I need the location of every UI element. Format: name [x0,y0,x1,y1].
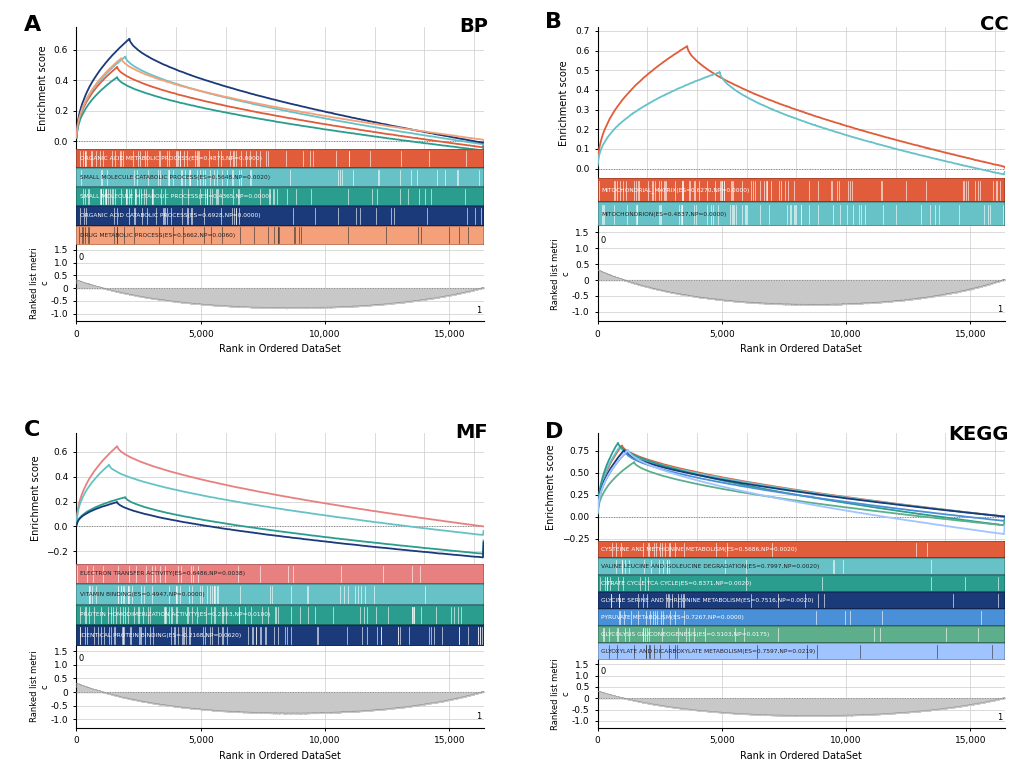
Bar [597,643,1004,660]
Text: GLYOXYLATE AND DICARBOXYLATE METABOLISM(ES=0.7597,NP=0.0219): GLYOXYLATE AND DICARBOXYLATE METABOLISM(… [601,649,815,654]
Text: B: B [544,12,561,32]
Bar [76,206,483,226]
Text: KEGG: KEGG [948,424,1008,444]
Bar [597,609,1004,626]
Bar [76,564,483,584]
Text: 1: 1 [476,712,481,721]
Text: C: C [23,420,40,440]
Bar [76,168,483,187]
Text: SMALL MOLECULE CATABOLIC PROCESS(ES=0.5648,NP=0.0020): SMALL MOLECULE CATABOLIC PROCESS(ES=0.56… [81,175,270,180]
Y-axis label: Enrichment score: Enrichment score [38,45,48,131]
Bar [597,179,1004,203]
Bar [597,541,1004,558]
Y-axis label: Enrichment score: Enrichment score [31,456,41,541]
Bar [597,575,1004,592]
X-axis label: Rank in Ordered DataSet: Rank in Ordered DataSet [740,344,861,354]
X-axis label: Rank in Ordered DataSet: Rank in Ordered DataSet [740,751,861,761]
Bar [76,187,483,206]
Text: 1: 1 [996,305,1002,314]
Text: ELECTRON TRANSFER ACTIVITY(ES=0.6486,NP=0.0038): ELECTRON TRANSFER ACTIVITY(ES=0.6486,NP=… [81,571,246,577]
Y-axis label: Ranked list metri
c: Ranked list metri c [30,651,49,722]
Text: D: D [544,423,562,443]
Y-axis label: Enrichment score: Enrichment score [545,444,555,530]
Text: A: A [23,15,41,35]
Text: ORGANIC ACID CATABOLIC PROCESS(ES=0.6928,NP=0.0000): ORGANIC ACID CATABOLIC PROCESS(ES=0.6928… [81,213,261,219]
Text: 1: 1 [996,713,1002,722]
Text: 0: 0 [78,654,85,663]
Bar [76,226,483,245]
Y-axis label: Ranked list metri
c: Ranked list metri c [30,247,49,319]
Bar [76,604,483,625]
Y-axis label: Ranked list metri
c: Ranked list metri c [550,238,570,310]
Bar [76,584,483,604]
Text: VITAMIN BINDING(ES=0.4947,NP=0.0000): VITAMIN BINDING(ES=0.4947,NP=0.0000) [81,592,205,597]
Text: IDENTICAL PROTEIN BINDING(ES=-0.2168,NP=0.0620): IDENTICAL PROTEIN BINDING(ES=-0.2168,NP=… [81,633,242,638]
Text: 1: 1 [476,306,481,316]
Text: 0: 0 [599,236,604,245]
Bar [76,149,483,168]
Text: VALINE LEUCINE AND ISOLEUCINE DEGRADATION(ES=0.7997,NP=0.0020): VALINE LEUCINE AND ISOLEUCINE DEGRADATIO… [601,564,819,569]
Text: MITOCHONDRIAL_MATRIX(ES=0.6270,NP=0.0000): MITOCHONDRIAL_MATRIX(ES=0.6270,NP=0.0000… [601,188,749,193]
Y-axis label: Enrichment score: Enrichment score [558,60,569,146]
Text: 0: 0 [599,667,604,676]
Text: GLYCOLYSIS GLUCONEOGENESIS(ES=0.5103,NP=0.0175): GLYCOLYSIS GLUCONEOGENESIS(ES=0.5103,NP=… [601,632,769,637]
X-axis label: Rank in Ordered DataSet: Rank in Ordered DataSet [219,751,340,761]
Text: PYRUVATE METABOLISM(ES=0.7267,NP=0.0000): PYRUVATE METABOLISM(ES=0.7267,NP=0.0000) [601,615,744,620]
Text: GLYCINE SERINE AND THREONINE METABOLISM(ES=0.7516,NP=0.0020): GLYCINE SERINE AND THREONINE METABOLISM(… [601,598,813,603]
Bar [597,592,1004,609]
Text: MF: MF [454,423,487,442]
Text: DRUG METABOLIC PROCESS(ES=0.5662,NP=0.0060): DRUG METABOLIC PROCESS(ES=0.5662,NP=0.00… [81,233,235,238]
Text: CC: CC [979,15,1008,34]
Y-axis label: Ranked list metri
c: Ranked list metri c [550,658,570,729]
Bar [597,626,1004,643]
Text: ORGANIC ACID METABOLIC PROCESS(ES=0.4878,NP=0.0000): ORGANIC ACID METABOLIC PROCESS(ES=0.4878… [81,156,262,161]
X-axis label: Rank in Ordered DataSet: Rank in Ordered DataSet [219,344,340,354]
Text: SMALL MOLECULE METABOLIC PROCESS(ES=0.4365,NP=0.0000): SMALL MOLECULE METABOLIC PROCESS(ES=0.43… [81,194,271,199]
Bar [76,625,483,646]
Text: CITRATE CYCLE TCA CYCLE(ES=0.8371,NP=0.0020): CITRATE CYCLE TCA CYCLE(ES=0.8371,NP=0.0… [601,581,751,586]
Bar [597,558,1004,575]
Bar [597,203,1004,226]
Text: PROTEIN HOMODIMERIZATION ACTIVITY(ES=0.2393,NP=0.0100): PROTEIN HOMODIMERIZATION ACTIVITY(ES=0.2… [81,612,270,618]
Text: BP: BP [459,17,487,36]
Text: CYSTEINE AND METHIONINE METABOLISM(ES=0.5686,NP=0.0020): CYSTEINE AND METHIONINE METABOLISM(ES=0.… [601,547,797,552]
Text: 0: 0 [78,253,85,262]
Text: MITOCHONDRION(ES=0.4837,NP=0.0000): MITOCHONDRION(ES=0.4837,NP=0.0000) [601,212,726,216]
